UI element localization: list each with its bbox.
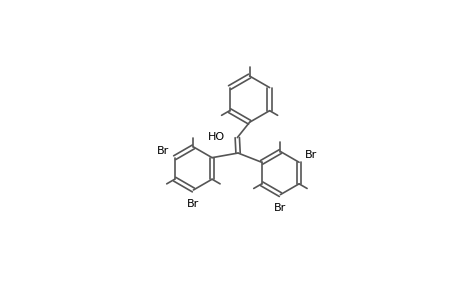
Text: Br: Br (187, 199, 199, 209)
Text: Br: Br (304, 150, 317, 160)
Text: HO: HO (207, 132, 224, 142)
Text: Br: Br (156, 146, 168, 156)
Text: Br: Br (274, 203, 286, 214)
